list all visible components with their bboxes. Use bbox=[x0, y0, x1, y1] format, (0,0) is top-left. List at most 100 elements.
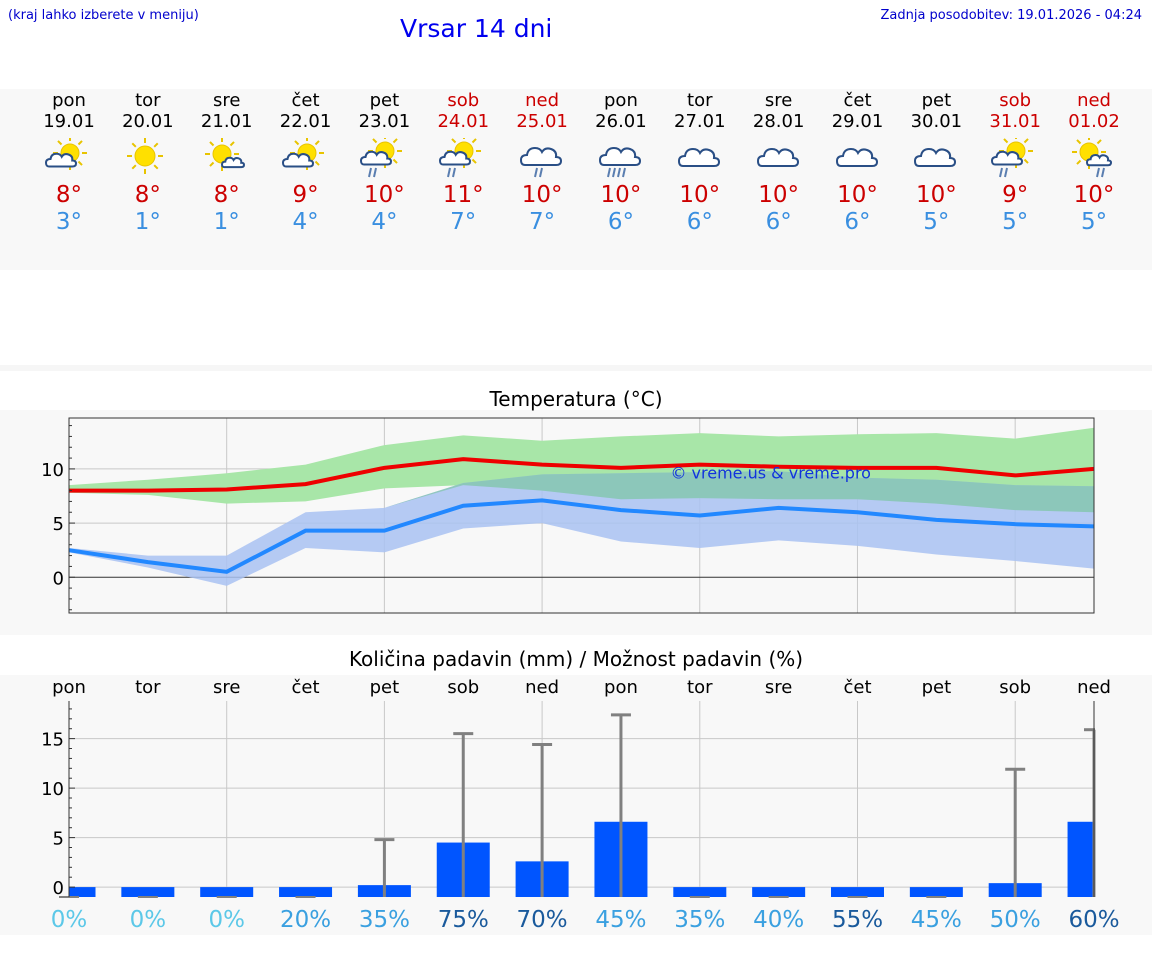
day-name: ned bbox=[525, 90, 560, 111]
max-temperature: 10° bbox=[600, 182, 642, 208]
y-tick-label: 5 bbox=[53, 829, 64, 850]
max-temperature: 10° bbox=[364, 182, 405, 208]
min-temperature: 6° bbox=[607, 209, 634, 235]
day-date: 01.02 bbox=[1068, 111, 1120, 132]
day-forecast: sob 24.01 11° 7° bbox=[424, 89, 502, 236]
day-date: 24.01 bbox=[437, 111, 490, 132]
min-temperature: 6° bbox=[765, 209, 792, 235]
sun-cloud-rain-icon bbox=[991, 138, 1034, 178]
day-name: pet bbox=[921, 90, 952, 111]
min-temperature: 3° bbox=[55, 209, 83, 235]
precipitation-bar bbox=[831, 887, 884, 897]
sun-small-cloud-icon bbox=[204, 138, 245, 171]
min-temperature: 4° bbox=[371, 209, 398, 235]
region-hint-link[interactable]: (kraj lahko izberete v meniju) bbox=[8, 8, 199, 23]
max-temperature: 10° bbox=[915, 182, 957, 208]
x-tick-label: pet bbox=[370, 677, 400, 698]
day-forecast: pet 23.01 10° 4° bbox=[345, 89, 423, 236]
x-tick-label: sob bbox=[999, 677, 1031, 698]
sun-cloud-rain-icon bbox=[360, 138, 403, 178]
day-date: 29.01 bbox=[831, 111, 884, 132]
max-temperature: 8° bbox=[213, 182, 240, 208]
day-date: 20.01 bbox=[122, 111, 174, 132]
day-forecast: sob 31.01 9° 5° bbox=[976, 89, 1054, 236]
day-date: 28.01 bbox=[752, 111, 805, 132]
precipitation-probability: 35% bbox=[674, 907, 725, 933]
day-forecast: sre 28.01 10° 6° bbox=[740, 89, 818, 236]
precipitation-bar bbox=[909, 887, 963, 897]
max-temperature: 10° bbox=[837, 182, 878, 208]
sun-small-cloud-rain-icon bbox=[1072, 138, 1113, 178]
x-tick-label: tor bbox=[135, 677, 161, 698]
max-temperature: 10° bbox=[1073, 182, 1115, 208]
x-tick-label: ned bbox=[525, 677, 559, 698]
x-tick-label: ned bbox=[1077, 677, 1111, 698]
precipitation-bar bbox=[752, 887, 806, 897]
precipitation-bar bbox=[1067, 821, 1094, 897]
y-tick-label: 0 bbox=[53, 568, 64, 589]
day-forecast: tor 27.01 10° 6° bbox=[661, 89, 739, 236]
day-forecast: ned 25.01 10° 7° bbox=[503, 89, 581, 236]
sun-cloud-icon bbox=[44, 138, 87, 170]
daily-forecast-strip: pon 19.01 8° 3° tor 20.01 8° 1° sre 21.01 8° 1° če… bbox=[0, 89, 1152, 270]
max-temperature: 8° bbox=[134, 182, 161, 208]
sun-cloud-rain-icon bbox=[439, 138, 482, 178]
min-temperature: 5° bbox=[1080, 209, 1108, 235]
precipitation-probability: 20% bbox=[280, 907, 331, 933]
cloud-icon bbox=[677, 147, 720, 167]
cloud-icon bbox=[914, 147, 957, 167]
precipitation-probability: 45% bbox=[595, 907, 646, 933]
day-forecast: pon 26.01 10° 6° bbox=[582, 89, 660, 236]
max-temperature: 11° bbox=[442, 182, 484, 208]
precipitation-probability: 50% bbox=[990, 907, 1041, 933]
precipitation-probability: 60% bbox=[1068, 907, 1119, 933]
separator bbox=[0, 365, 1152, 371]
min-temperature: 1° bbox=[213, 209, 240, 235]
day-forecast: ned 01.02 10° 5° bbox=[1055, 89, 1133, 236]
day-name: čet bbox=[843, 90, 872, 111]
day-forecast: čet 29.01 10° 6° bbox=[819, 89, 897, 236]
max-temperature: 10° bbox=[679, 182, 721, 208]
precipitation-probability: 70% bbox=[517, 907, 568, 933]
min-temperature: 1° bbox=[134, 209, 161, 235]
x-tick-label: pon bbox=[604, 677, 638, 698]
precipitation-chart-title: Količina padavin (mm) / Možnost padavin … bbox=[348, 647, 804, 671]
y-tick-label: 15 bbox=[41, 730, 64, 751]
cloud-rain-icon bbox=[520, 146, 563, 178]
day-name: pet bbox=[369, 90, 400, 111]
max-temperature: 8° bbox=[55, 182, 83, 208]
x-tick-label: sob bbox=[447, 677, 479, 698]
day-date: 26.01 bbox=[595, 111, 647, 132]
x-tick-label: čet bbox=[843, 677, 871, 698]
y-tick-label: 0 bbox=[53, 878, 64, 899]
plot-area bbox=[69, 701, 1094, 897]
day-date: 30.01 bbox=[910, 111, 963, 132]
day-forecast: pet 30.01 10° 5° bbox=[897, 89, 975, 236]
watermark: © vreme.us & vreme.pro bbox=[670, 464, 871, 483]
min-temperature: 5° bbox=[1002, 209, 1029, 235]
y-tick-label: 5 bbox=[53, 514, 64, 535]
day-name: sob bbox=[447, 90, 480, 111]
min-temperature: 4° bbox=[292, 209, 319, 235]
precipitation-bar bbox=[279, 887, 333, 897]
temperature-chart-title: Temperatura (°C) bbox=[489, 387, 663, 411]
min-temperature: 7° bbox=[529, 209, 556, 235]
day-forecast: tor 20.01 8° 1° bbox=[109, 89, 187, 236]
max-temperature: 10° bbox=[521, 182, 563, 208]
min-range-band bbox=[69, 471, 1094, 586]
precipitation-bar bbox=[121, 887, 175, 897]
precipitation-probability: 0% bbox=[51, 907, 88, 933]
plot-frame bbox=[68, 417, 1095, 614]
day-name: čet bbox=[291, 90, 320, 111]
precipitation-probability: 45% bbox=[911, 907, 962, 933]
day-date: 27.01 bbox=[674, 111, 726, 132]
day-date: 21.01 bbox=[200, 111, 253, 132]
min-temperature: 5° bbox=[923, 209, 950, 235]
day-name: sob bbox=[999, 90, 1032, 111]
y-tick-label: 10 bbox=[41, 779, 64, 800]
max-temperature: 10° bbox=[758, 182, 800, 208]
cloud-icon bbox=[756, 147, 799, 167]
precipitation-bar bbox=[69, 887, 96, 897]
day-name: tor bbox=[135, 90, 161, 111]
